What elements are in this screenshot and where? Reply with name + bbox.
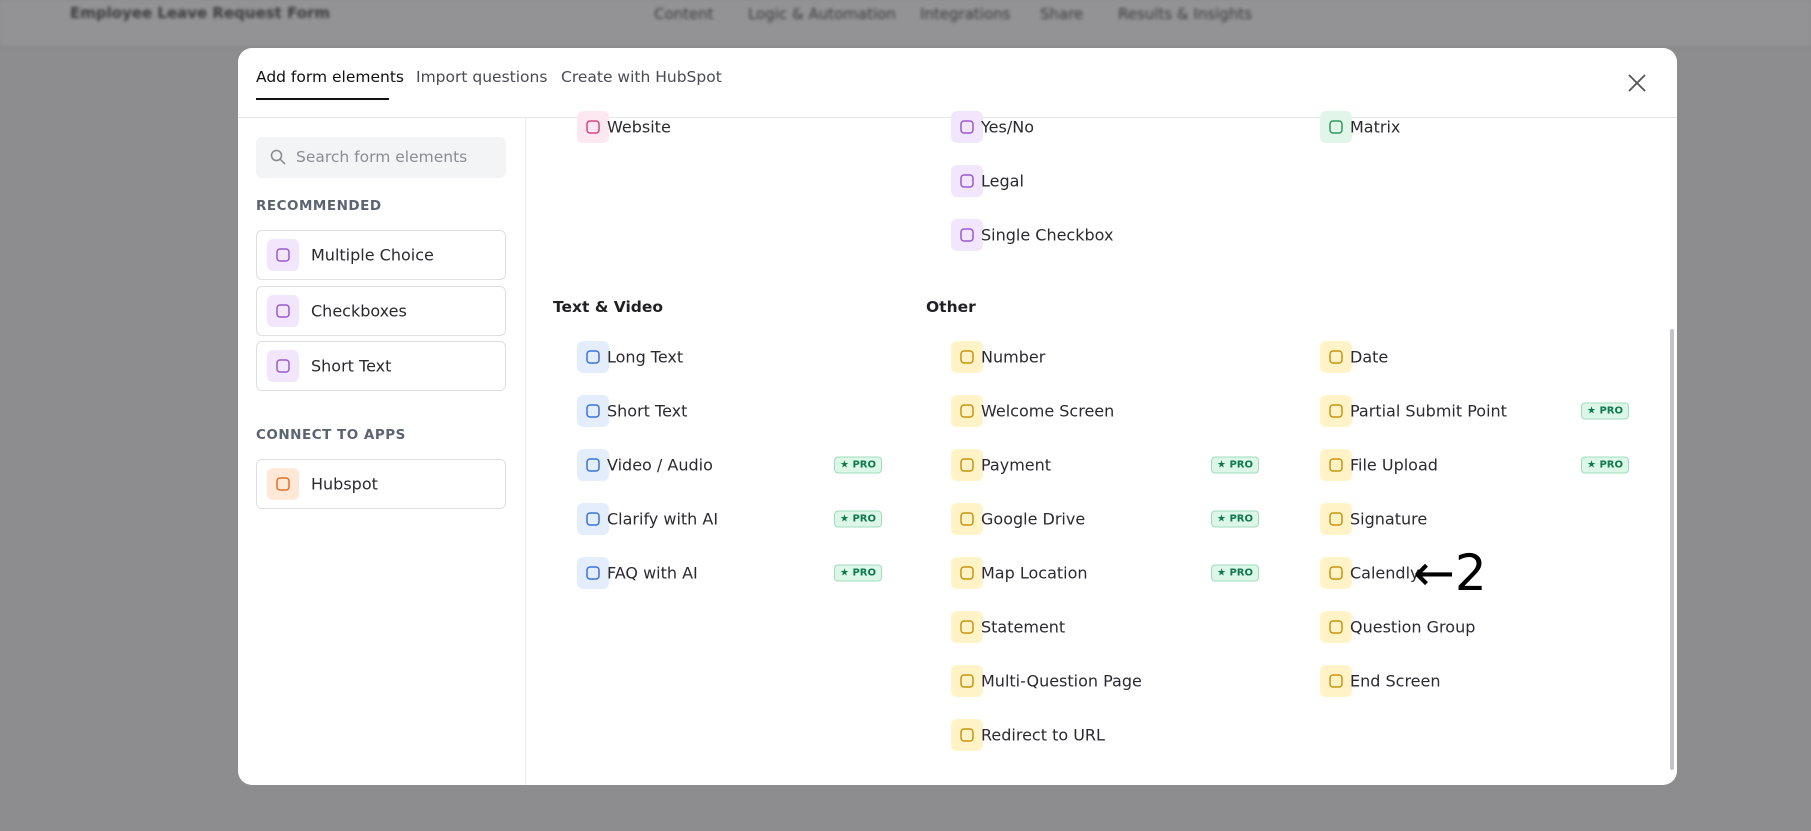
element-icon[interactable] (1320, 449, 1352, 481)
pro-badge: ★ PRO (834, 564, 882, 582)
nav-item: Share (1040, 5, 1084, 23)
nav-item: Logic & Automation (748, 5, 896, 23)
item-label: Checkboxes (311, 301, 407, 320)
element-icon[interactable] (577, 557, 609, 589)
pro-badge: ★ PRO (834, 510, 882, 528)
element-label[interactable]: Multi-Question Page (981, 671, 1142, 691)
element-icon[interactable] (1320, 111, 1352, 143)
element-label[interactable]: Signature (1350, 509, 1428, 529)
element-label[interactable]: Question Group (1350, 617, 1476, 637)
sidebar-heading: CONNECT TO APPS (256, 426, 406, 443)
close-button[interactable] (1627, 73, 1647, 93)
pro-badge: ★ PRO (1211, 510, 1259, 528)
element-label[interactable]: Short Text (607, 401, 688, 421)
element-label[interactable]: Redirect to URL (981, 725, 1105, 745)
element-label[interactable]: Matrix (1350, 117, 1401, 137)
element-label[interactable]: Date (1350, 347, 1389, 367)
element-icon[interactable] (951, 219, 983, 251)
app-title: Employee Leave Request Form (70, 4, 331, 22)
element-label[interactable]: Single Checkbox (981, 225, 1114, 245)
element-label[interactable]: Calendly (1350, 563, 1420, 583)
element-label[interactable]: Partial Submit Point (1350, 401, 1507, 421)
element-label[interactable]: Google Drive (981, 509, 1086, 529)
element-icon[interactable] (951, 449, 983, 481)
pro-badge: ★ PRO (834, 456, 882, 474)
item-icon (267, 350, 299, 382)
element-icon[interactable] (1320, 665, 1352, 697)
item-label: Short Text (311, 356, 392, 376)
element-icon[interactable] (951, 719, 983, 751)
sidebar-item[interactable]: Hubspot (256, 458, 506, 509)
item-icon (267, 239, 299, 271)
element-icon[interactable] (1320, 557, 1352, 589)
nav-item: Integrations (920, 5, 1011, 23)
element-icon[interactable] (951, 611, 983, 643)
add-elements-modal: Add form elements Import questions Create … (238, 48, 1677, 785)
tab[interactable]: Add form elements (256, 68, 404, 86)
element-label[interactable]: Welcome Screen (981, 401, 1115, 421)
sidebar-heading: RECOMMENDED (256, 198, 382, 214)
element-icon[interactable] (1320, 503, 1352, 535)
tab-underline (256, 98, 389, 100)
section-heading: Other (926, 298, 976, 316)
element-label[interactable]: Statement (981, 617, 1066, 637)
search-placeholder: Search form elements (296, 148, 468, 166)
element-icon[interactable] (951, 111, 983, 143)
element-icon[interactable] (577, 395, 609, 427)
sidebar-divider (525, 118, 526, 785)
nav-item: Content (654, 5, 714, 23)
element-label[interactable]: Long Text (607, 347, 684, 367)
top-bar (0, 0, 1811, 47)
element-label[interactable]: FAQ with AI (607, 563, 698, 583)
element-label[interactable]: End Screen (1350, 671, 1441, 691)
sidebar-item[interactable]: Checkboxes (256, 285, 506, 336)
element-label[interactable]: Clarify with AI (607, 509, 719, 529)
sidebar-item[interactable]: Multiple Choice (256, 230, 506, 280)
section-heading: Text & Video (553, 298, 664, 316)
element-icon[interactable] (1320, 395, 1352, 427)
scrollbar-thumb (1670, 329, 1674, 770)
nav-item: Results & Insights (1118, 5, 1253, 23)
pro-badge: ★ PRO (1581, 456, 1629, 474)
pro-badge: ★ PRO (1211, 564, 1259, 582)
element-label[interactable]: Legal (981, 171, 1024, 191)
element-icon[interactable] (577, 503, 609, 535)
sidebar-item[interactable]: Short Text (256, 341, 506, 391)
element-icon[interactable] (1320, 611, 1352, 643)
element-icon[interactable] (951, 341, 983, 373)
item-icon (267, 467, 299, 500)
element-icon[interactable] (577, 449, 609, 481)
search-icon (270, 149, 286, 165)
tab[interactable]: Create with HubSpot (561, 68, 722, 86)
element-icon[interactable] (951, 665, 983, 697)
element-label[interactable]: Map Location (981, 563, 1088, 583)
element-label[interactable]: Website (607, 117, 671, 137)
element-icon[interactable] (951, 165, 983, 197)
pro-badge: ★ PRO (1581, 402, 1629, 420)
annotation: ←2 (1413, 544, 1487, 602)
element-label[interactable]: Video / Audio (607, 455, 713, 475)
element-icon[interactable] (577, 341, 609, 373)
element-label[interactable]: Yes/No (981, 117, 1034, 137)
item-label: Hubspot (311, 474, 378, 493)
item-icon (267, 294, 299, 327)
element-icon[interactable] (577, 111, 609, 143)
element-icon[interactable] (951, 557, 983, 589)
search-box[interactable]: Search form elements (256, 137, 506, 178)
item-label: Multiple Choice (311, 245, 434, 265)
element-label[interactable]: Number (981, 347, 1046, 367)
element-icon[interactable] (951, 395, 983, 427)
pro-badge: ★ PRO (1211, 456, 1259, 474)
tab[interactable]: Import questions (416, 68, 548, 86)
element-icon[interactable] (951, 503, 983, 535)
element-icon[interactable] (1320, 341, 1352, 373)
element-label[interactable]: Payment (981, 455, 1052, 475)
element-label[interactable]: File Upload (1350, 455, 1438, 475)
